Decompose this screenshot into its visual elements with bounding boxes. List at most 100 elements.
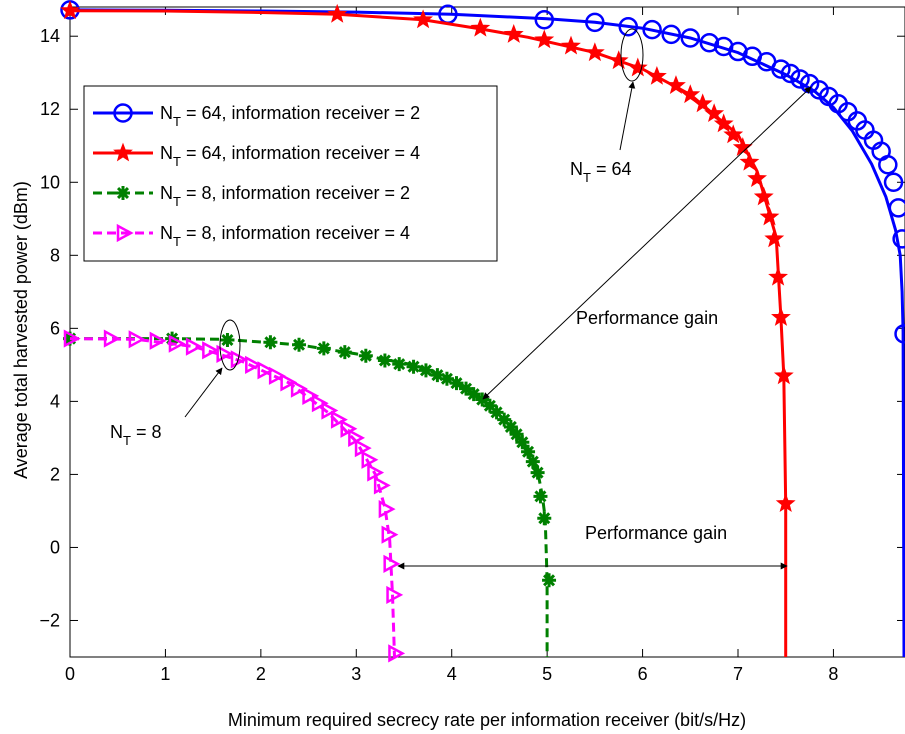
series-1-marker xyxy=(892,229,905,249)
series-4-marker xyxy=(128,330,146,349)
series-3-marker xyxy=(489,405,504,420)
series-3-marker xyxy=(220,333,235,348)
legend: NT = 64, information receiver = 2 NT = 64… xyxy=(83,85,498,262)
series-4-marker xyxy=(373,476,391,495)
series-1-marker xyxy=(888,198,905,218)
y-tick-label: 0 xyxy=(50,537,60,557)
series-3-marker xyxy=(63,331,77,346)
annotation-nt8: NT = 8 xyxy=(110,319,241,448)
series-1-marker xyxy=(878,155,898,175)
series-4 xyxy=(63,329,406,663)
series-2-marker xyxy=(327,3,348,23)
legend-marker xyxy=(113,142,133,162)
series-4-marker xyxy=(168,334,186,353)
series-3-marker xyxy=(263,335,278,350)
series-4-marker xyxy=(185,337,203,356)
annotation-gain-lower: Performance gain xyxy=(397,523,788,570)
series-3-marker xyxy=(392,357,407,372)
y-tick-label: 14 xyxy=(40,26,60,46)
series-1-marker xyxy=(680,28,701,48)
series-3-marker xyxy=(459,381,474,396)
series-2-marker xyxy=(470,17,491,37)
y-tick-label: 10 xyxy=(40,172,60,192)
series-3-marker xyxy=(430,368,445,383)
series-4-marker xyxy=(311,394,329,413)
series-1-marker xyxy=(699,33,720,53)
series-3-marker xyxy=(439,371,454,386)
series-2-marker xyxy=(534,29,555,49)
series-2-marker xyxy=(646,65,667,85)
x-tick-label: 3 xyxy=(351,664,361,684)
series-4-marker xyxy=(378,500,396,519)
series-4-marker xyxy=(149,331,167,350)
series-4-marker xyxy=(202,341,220,360)
legend-marker xyxy=(113,103,133,123)
legend-item-4: NT = 8, information receiver = 4 xyxy=(93,223,410,249)
x-tick-label: 6 xyxy=(638,664,648,684)
series-3-marker xyxy=(377,353,392,368)
x-tick-label: 8 xyxy=(828,664,838,684)
series-2-marker xyxy=(561,35,581,55)
legend-items: NT = 64, information receiver = 2 NT = 64… xyxy=(93,103,420,249)
series-1-marker xyxy=(771,59,791,79)
x-tick-label: 7 xyxy=(733,664,743,684)
series-4-marker xyxy=(257,361,275,380)
series-3-marker xyxy=(406,359,421,374)
series-4-marker xyxy=(361,450,379,469)
nt8-label: NT = 8 xyxy=(110,422,161,448)
nt64-ellipse xyxy=(620,28,644,82)
nt8-arrow xyxy=(184,367,223,418)
series-4-marker xyxy=(290,379,308,398)
series-3-marker xyxy=(482,398,497,413)
legend-label: NT = 8, information receiver = 2 xyxy=(160,183,410,209)
series-3-marker xyxy=(316,341,331,356)
y-axis-label: Average total harvested power (dBm) xyxy=(11,181,31,479)
series-1 xyxy=(60,0,905,658)
series-4-marker xyxy=(386,585,404,605)
series-1-marker xyxy=(894,324,905,344)
x-tick-label: 2 xyxy=(256,664,266,684)
x-axis-label: Minimum required secrecy rate per inform… xyxy=(228,710,746,730)
series-4-marker xyxy=(321,401,339,420)
y-tick-label: −2 xyxy=(39,610,60,630)
gain-lower-label: Performance gain xyxy=(585,523,727,543)
y-tick-label: 8 xyxy=(50,245,60,265)
series-3-marker xyxy=(358,348,373,363)
series-3-marker xyxy=(449,376,464,391)
nt8-ellipse xyxy=(219,319,241,371)
series-3-marker xyxy=(537,511,552,526)
series-1-marker xyxy=(780,63,801,84)
y-tick-label: 12 xyxy=(40,99,60,119)
legend-item-1: NT = 64, information receiver = 2 xyxy=(93,103,420,129)
series-1-marker xyxy=(661,24,681,45)
series-4-marker xyxy=(63,329,81,348)
series-4-marker xyxy=(230,350,248,369)
series-2-marker xyxy=(60,0,80,20)
y-tick-label: 6 xyxy=(50,318,60,338)
series-4-marker xyxy=(245,355,262,374)
legend-label: NT = 8, information receiver = 4 xyxy=(160,223,410,249)
series-3-marker xyxy=(525,454,540,469)
series-4-marker xyxy=(381,525,399,544)
series-3-marker xyxy=(509,427,524,442)
series-1-marker xyxy=(883,172,904,193)
x-tick-label: 1 xyxy=(160,664,170,684)
gain-upper-arrow xyxy=(482,86,812,400)
series-3-marker xyxy=(542,573,557,588)
series-3-marker xyxy=(503,419,518,434)
series-2-marker xyxy=(413,9,433,29)
series-1-marker xyxy=(585,12,605,33)
series-3-marker xyxy=(466,387,481,402)
legend-label: NT = 64, information receiver = 4 xyxy=(160,143,420,169)
legend-marker xyxy=(116,223,134,243)
series-4-marker xyxy=(280,373,298,392)
series-3-marker xyxy=(292,337,307,352)
x-tick-label: 0 xyxy=(65,664,75,684)
series-3-marker xyxy=(521,444,536,459)
series-3-marker xyxy=(337,345,352,360)
series-3-marker xyxy=(475,392,490,407)
series-2-marker xyxy=(608,50,629,70)
series-4-marker xyxy=(330,410,348,429)
series-4-marker xyxy=(302,386,320,405)
